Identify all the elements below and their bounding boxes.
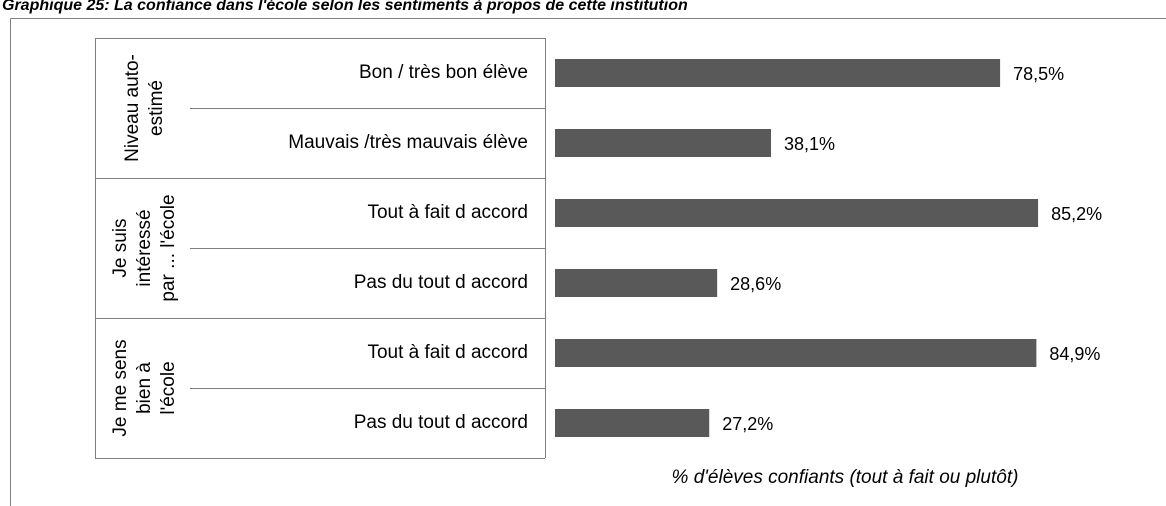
value-label: 85,2% — [1051, 204, 1102, 224]
bar — [555, 59, 1001, 87]
group-label: Je suis — [110, 218, 131, 277]
value-label: 84,9% — [1049, 344, 1100, 364]
group-label: intéressé — [134, 209, 155, 286]
bar — [555, 269, 718, 297]
x-axis-label: % d'élèves confiants (tout à fait ou plu… — [672, 467, 1019, 488]
group-label: l'école — [158, 361, 179, 414]
group-label: bien à — [134, 362, 155, 414]
bar — [555, 409, 710, 437]
value-label: 28,6% — [730, 274, 781, 294]
group-label: estimé — [146, 80, 167, 136]
category-label: Tout à fait d accord — [367, 202, 528, 223]
group-label: Je me sens — [110, 339, 131, 436]
category-label: Mauvais /très mauvais élève — [288, 132, 528, 153]
category-label: Pas du tout d accord — [354, 272, 528, 293]
value-label: 38,1% — [784, 134, 835, 154]
bar — [555, 129, 772, 157]
category-label: Pas du tout d accord — [354, 412, 528, 433]
bar — [555, 199, 1039, 227]
bar — [555, 339, 1037, 367]
group-label: Niveau auto- — [122, 54, 143, 162]
value-label: 78,5% — [1013, 64, 1064, 84]
category-label: Tout à fait d accord — [367, 342, 528, 363]
value-label: 27,2% — [722, 414, 773, 434]
group-label: par ... l'école — [158, 194, 179, 301]
chart-title: Graphique 25: La confiance dans l'école … — [2, 0, 688, 14]
category-label: Bon / très bon élève — [359, 62, 528, 83]
